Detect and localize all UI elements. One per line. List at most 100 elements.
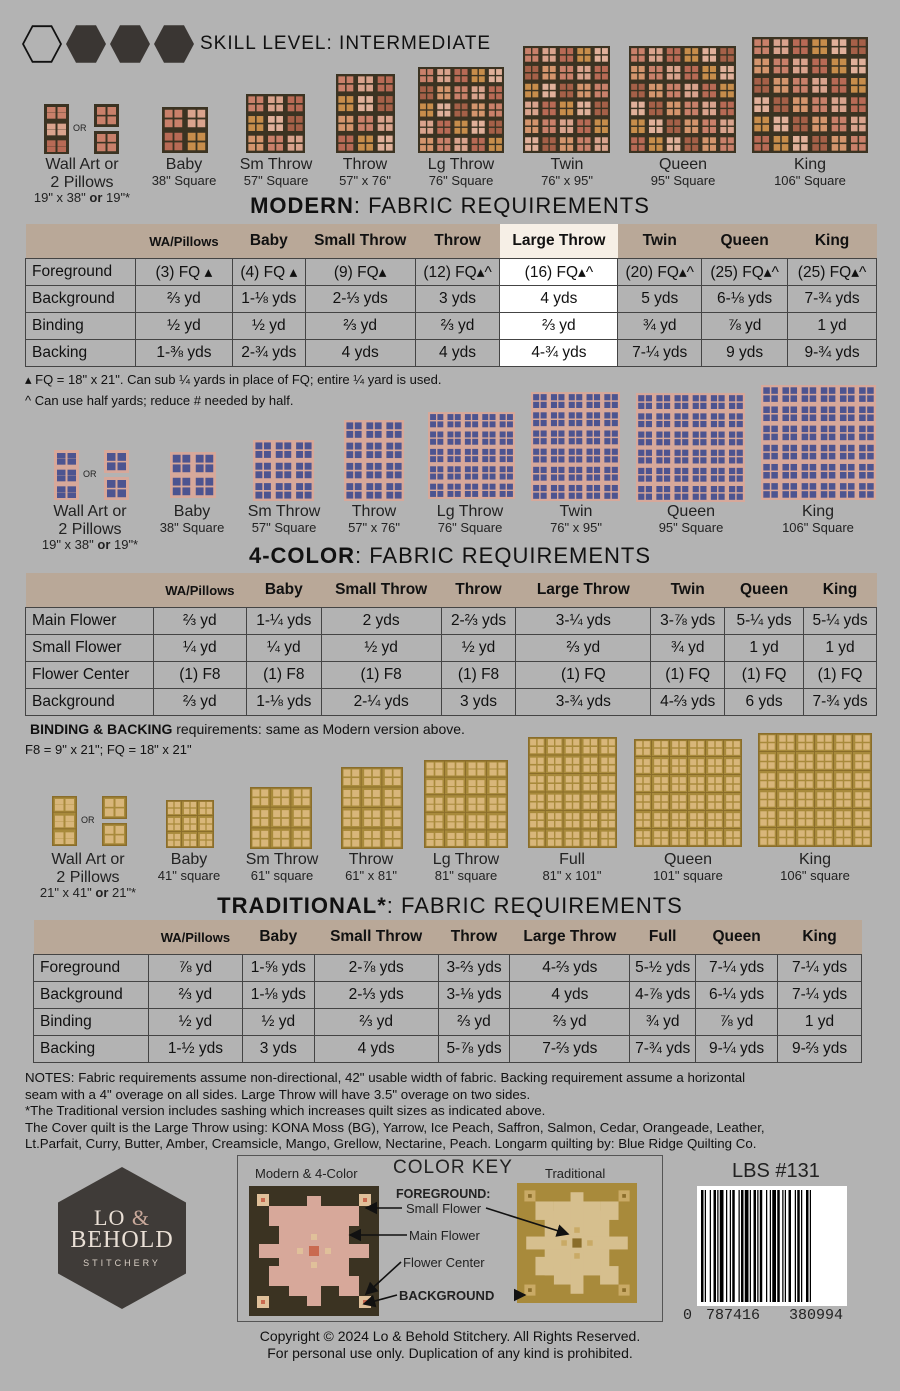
table-cell: 7-⅔ yds xyxy=(509,1035,631,1063)
traditional-requirements-table: WA/Pillows Baby Small Throw Throw Large Thro… xyxy=(33,920,862,1063)
table-cell: 7-¾ yds xyxy=(787,285,877,313)
size-label: Full 81" x 101" xyxy=(542,851,602,883)
table-header-row: WA/Pillows Baby Small Throw Throw Large Thro… xyxy=(25,573,877,608)
table-cell: 4 yds xyxy=(509,981,631,1009)
size-thumbnail xyxy=(761,385,876,500)
note-line: seam with a 4" overage on all sides. Lar… xyxy=(25,1086,531,1102)
modern-block-swatch xyxy=(249,1186,379,1316)
size-label: Sm Throw 57" Square xyxy=(239,156,313,188)
size-label: Lg Throw 76" Square xyxy=(436,503,504,535)
table-cell: ½ yd xyxy=(440,634,517,662)
column-header: Throw xyxy=(415,224,500,259)
table-cell: (1) FQ xyxy=(650,661,726,689)
size-label: Twin 76" x 95" xyxy=(541,156,593,188)
row-label: Binding xyxy=(33,1008,149,1036)
brand-logo: LO & BEHOLD STITCHERY xyxy=(58,1167,186,1309)
size-thumbnail xyxy=(162,107,208,153)
note-line: Lt.Parfait, Curry, Butter, Amber, Creams… xyxy=(25,1136,757,1151)
logo-line2: BEHOLD xyxy=(70,1227,174,1253)
table-cell: ¾ yd xyxy=(629,1008,697,1036)
table-row: Binding ½ yd ½ yd ⅔ yd ⅔ yd ⅔ yd ¾ yd ⅞ yd 1 yd xyxy=(25,312,877,340)
size-thumbnail xyxy=(170,452,216,498)
size-label: King 106" Square xyxy=(782,503,854,535)
size-thumbnail xyxy=(636,393,745,502)
row-label: Foreground xyxy=(25,258,136,286)
size-thumbnail xyxy=(428,412,515,499)
column-header: Small Throw xyxy=(305,224,416,259)
table-cell: 3-⅞ yds xyxy=(650,607,726,635)
pattern-code: LBS #131 xyxy=(732,1160,820,1182)
table-cell: 9-¼ yds xyxy=(695,1035,779,1063)
table-cell: (9) FQ▴ xyxy=(304,258,416,286)
table-cell: 5 yds xyxy=(617,285,703,313)
table-row: Background ⅔ yd 1-⅛ yds 2-¼ yds 3 yds 3-¾ yds… xyxy=(25,688,877,716)
row-label: Main Flower xyxy=(25,607,154,635)
table-header-row: WA/Pillows Baby Small Throw Throw Large Thro… xyxy=(25,224,877,259)
table-cell: 1-½ yds xyxy=(147,1035,243,1063)
table-cell: (4) FQ ▴ xyxy=(231,258,306,286)
table-cell: 4-⅔ yds xyxy=(650,688,726,716)
column-header: Full xyxy=(629,920,696,955)
header-blank xyxy=(25,573,154,608)
row-label: Backing xyxy=(25,339,136,367)
table-cell: 4 yds xyxy=(414,339,501,367)
size-thumbnail xyxy=(341,767,403,849)
table-cell: 7-¼ yds xyxy=(695,954,779,982)
key-main-flower: Main Flower xyxy=(409,1228,480,1243)
table-cell: ⅔ yd xyxy=(313,1008,439,1036)
table-cell: 1 yd xyxy=(803,634,877,662)
table-cell: ½ yd xyxy=(147,1008,243,1036)
table-cell: 3-¼ yds xyxy=(515,607,652,635)
table-cell: 5-¼ yds xyxy=(803,607,877,635)
note-line: *The Traditional version includes sashin… xyxy=(25,1103,546,1118)
table-cell: 1-⅛ yds xyxy=(231,285,306,313)
table-cell: (20) FQ▴^ xyxy=(617,258,703,286)
table-cell: 2-¾ yds xyxy=(231,339,306,367)
table-cell: 4 yds xyxy=(499,285,619,313)
copyright-line: Copyright © 2024 Lo & Behold Stitchery. … xyxy=(259,1328,641,1344)
note-line: The Cover quilt is the Large Throw using… xyxy=(25,1119,765,1135)
table-cell: 7-¾ yds xyxy=(803,688,877,716)
table-cell: ⅔ yd xyxy=(134,285,233,313)
table-cell: ½ yd xyxy=(320,634,442,662)
logo-line1: LO & xyxy=(94,1205,150,1230)
column-header: Large Throw xyxy=(509,920,630,955)
size-label: Queen 95" Square xyxy=(650,156,716,188)
size-thumbnail xyxy=(336,74,395,153)
size-label: Throw 57" x 76" xyxy=(339,156,391,188)
table-cell: (1) F8 xyxy=(440,661,517,689)
column-header: Throw xyxy=(438,920,510,955)
fourcolor-note-f8: F8 = 9" x 21"; FQ = 18" x 21" xyxy=(25,742,192,757)
table-cell: 4 yds xyxy=(304,339,416,367)
column-header: WA/Pillows xyxy=(135,224,233,259)
size-thumbnail xyxy=(344,420,404,501)
copyright: Copyright © 2024 Lo & Behold Stitchery. … xyxy=(0,1328,900,1362)
size-label: Sm Throw 57" Square xyxy=(247,503,321,535)
header-blank xyxy=(33,920,149,955)
table-cell: 1-⅛ yds xyxy=(245,688,322,716)
table-cell: (12) FQ▴^ xyxy=(414,258,501,286)
size-thumbnail xyxy=(250,787,312,849)
table-cell: 2-⅞ yds xyxy=(313,954,439,982)
table-cell: 9 yds xyxy=(701,339,789,367)
table-cell: 1-⅛ yds xyxy=(241,981,315,1009)
color-key-traditional-label: Traditional xyxy=(545,1166,606,1181)
skill-hex-3 xyxy=(110,25,150,63)
table-cell: 3-⅛ yds xyxy=(437,981,511,1009)
table-row: Main Flower ⅔ yd 1-¼ yds 2 yds 2-⅔ yds 3-¼ yd… xyxy=(25,607,877,635)
table-cell: ⅔ yd xyxy=(437,1008,511,1036)
column-header: Throw xyxy=(441,573,516,608)
size-thumbnail xyxy=(102,796,127,819)
table-cell: 3 yds xyxy=(241,1035,315,1063)
table-cell: 7-¾ yds xyxy=(629,1035,697,1063)
table-cell: (25) FQ▴^ xyxy=(701,258,789,286)
size-thumbnail xyxy=(523,46,610,153)
size-label: Queen 101" square xyxy=(653,851,723,883)
size-label: Lg Throw 76" Square xyxy=(427,156,495,188)
size-thumbnail xyxy=(528,737,617,848)
table-cell: (1) F8 xyxy=(245,661,322,689)
size-thumbnail xyxy=(253,440,314,501)
barcode-digits-2: 380994 xyxy=(789,1307,844,1324)
size-thumbnail xyxy=(758,733,872,847)
note-line: NOTES: Fabric requirements assume non-di… xyxy=(25,1070,746,1085)
